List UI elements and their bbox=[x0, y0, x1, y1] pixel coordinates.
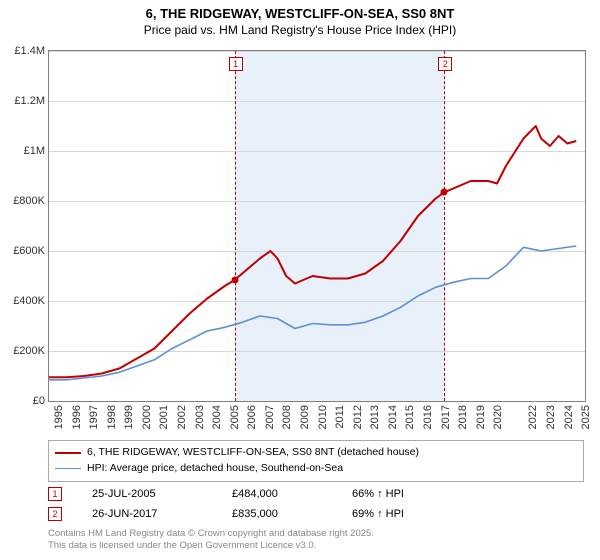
y-axis-label: £600K bbox=[0, 245, 45, 257]
x-axis-label: 2025 bbox=[580, 405, 592, 429]
footer-line1: Contains HM Land Registry data © Crown c… bbox=[48, 528, 374, 540]
x-axis-label: 2020 bbox=[492, 405, 504, 429]
x-axis-label: 2022 bbox=[527, 405, 539, 429]
x-axis-label: 2005 bbox=[229, 405, 241, 429]
sale-hpi: 66% ↑ HPI bbox=[352, 488, 442, 500]
footer-attribution: Contains HM Land Registry data © Crown c… bbox=[48, 528, 374, 553]
sale-row: 2 26-JUN-2017 £835,000 69% ↑ HPI bbox=[48, 504, 584, 524]
x-axis-label: 1997 bbox=[88, 405, 100, 429]
x-axis-label: 2024 bbox=[563, 405, 575, 429]
y-axis-label: £1.2M bbox=[0, 95, 45, 107]
sale-dot bbox=[231, 277, 238, 284]
x-axis-label: 1996 bbox=[71, 405, 83, 429]
x-axis-label: 2013 bbox=[369, 405, 381, 429]
x-axis-label: 2023 bbox=[545, 405, 557, 429]
chart-container: 6, THE RIDGEWAY, WESTCLIFF-ON-SEA, SS0 8… bbox=[0, 0, 600, 560]
series-price_paid bbox=[49, 126, 576, 377]
series-hpi bbox=[49, 246, 576, 380]
y-axis-label: £200K bbox=[0, 345, 45, 357]
legend-label: 6, THE RIDGEWAY, WESTCLIFF-ON-SEA, SS0 8… bbox=[87, 445, 419, 461]
legend-label: HPI: Average price, detached house, Sout… bbox=[87, 461, 343, 477]
chart-title-line1: 6, THE RIDGEWAY, WESTCLIFF-ON-SEA, SS0 8… bbox=[0, 0, 600, 23]
footer-line2: This data is licensed under the Open Gov… bbox=[48, 540, 374, 552]
x-axis-label: 2009 bbox=[299, 405, 311, 429]
sale-row-marker: 1 bbox=[48, 487, 62, 501]
sales-table: 1 25-JUL-2005 £484,000 66% ↑ HPI 2 26-JUN-201… bbox=[48, 484, 584, 524]
x-axis-label: 1998 bbox=[106, 405, 118, 429]
sale-row-marker: 2 bbox=[48, 507, 62, 521]
x-axis-label: 2010 bbox=[317, 405, 329, 429]
legend-swatch bbox=[55, 452, 81, 454]
x-axis-label: 2001 bbox=[158, 405, 170, 429]
x-axis-label: 2014 bbox=[387, 405, 399, 429]
chart-area: £0£200K£400K£600K£800K£1M£1.2M£1.4M19951… bbox=[48, 50, 584, 400]
sale-row: 1 25-JUL-2005 £484,000 66% ↑ HPI bbox=[48, 484, 584, 504]
sale-date: 26-JUN-2017 bbox=[92, 508, 202, 520]
x-axis-label: 1995 bbox=[53, 405, 65, 429]
y-axis-label: £800K bbox=[0, 195, 45, 207]
plot-region: £0£200K£400K£600K£800K£1M£1.2M£1.4M19951… bbox=[48, 50, 586, 402]
legend-swatch bbox=[55, 468, 81, 469]
chart-title-line2: Price paid vs. HM Land Registry's House … bbox=[0, 23, 600, 41]
x-axis-label: 2016 bbox=[422, 405, 434, 429]
x-axis-label: 2018 bbox=[457, 405, 469, 429]
x-axis-label: 2017 bbox=[440, 405, 452, 429]
y-axis-label: £0 bbox=[0, 395, 45, 407]
sale-date: 25-JUL-2005 bbox=[92, 488, 202, 500]
x-axis-label: 2008 bbox=[281, 405, 293, 429]
x-axis-label: 2015 bbox=[404, 405, 416, 429]
x-axis-label: 1999 bbox=[123, 405, 135, 429]
y-axis-label: £1.4M bbox=[0, 45, 45, 57]
x-axis-label: 2000 bbox=[141, 405, 153, 429]
x-axis-label: 2003 bbox=[194, 405, 206, 429]
sale-price: £835,000 bbox=[232, 508, 322, 520]
legend-item: 6, THE RIDGEWAY, WESTCLIFF-ON-SEA, SS0 8… bbox=[55, 445, 577, 461]
sale-dot bbox=[441, 189, 448, 196]
sale-price: £484,000 bbox=[232, 488, 322, 500]
y-axis-label: £1M bbox=[0, 145, 45, 157]
y-axis-label: £400K bbox=[0, 295, 45, 307]
x-axis-label: 2011 bbox=[334, 405, 346, 429]
legend-box: 6, THE RIDGEWAY, WESTCLIFF-ON-SEA, SS0 8… bbox=[48, 440, 584, 482]
x-axis-label: 2002 bbox=[176, 405, 188, 429]
x-axis-label: 2006 bbox=[246, 405, 258, 429]
sale-hpi: 69% ↑ HPI bbox=[352, 508, 442, 520]
x-axis-label: 2004 bbox=[211, 405, 223, 429]
x-axis-label: 2019 bbox=[475, 405, 487, 429]
legend-item: HPI: Average price, detached house, Sout… bbox=[55, 461, 577, 477]
line-series-svg bbox=[49, 51, 585, 401]
x-axis-label: 2007 bbox=[264, 405, 276, 429]
x-axis-label: 2012 bbox=[352, 405, 364, 429]
